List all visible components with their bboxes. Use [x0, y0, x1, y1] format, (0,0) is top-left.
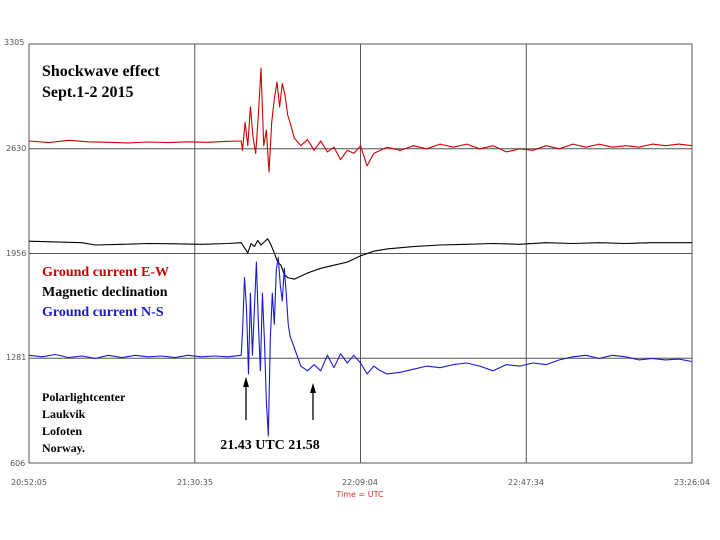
y-tick-label: 606 [10, 459, 25, 468]
series-line-ground-current-n-s [28, 256, 693, 437]
grid [29, 44, 692, 463]
location-line: Norway. [42, 441, 85, 455]
series-group [28, 67, 693, 437]
x-tick-label: 20:52:05 [11, 478, 47, 487]
legend-entry-declination: Magnetic declination [42, 285, 168, 300]
y-tick-label: 1281 [6, 353, 26, 362]
location-line: Lofoten [42, 424, 82, 438]
chart-subtitle: Sept.1-2 2015 [42, 84, 134, 101]
x-axis-title: Time = UTC [335, 490, 384, 499]
y-tick-label: 3305 [4, 38, 24, 47]
y-tick-label: 1956 [6, 249, 26, 258]
y-tick-label: 2630 [6, 144, 26, 153]
arrow-left [243, 377, 249, 420]
location-line: Polarlightcenter [42, 390, 126, 404]
series-line-ground-current-e-w [28, 67, 693, 173]
x-tick-label: 23:26:04 [674, 478, 710, 487]
event-times-label: 21.43 UTC 21.58 [220, 438, 320, 453]
legend-entry-ew: Ground current E-W [42, 265, 169, 280]
legend-entry-ns: Ground current N-S [42, 305, 164, 320]
x-tick-label: 21:30:35 [177, 478, 213, 487]
x-tick-label: 22:09:04 [342, 478, 378, 487]
arrow-right [310, 383, 316, 420]
chart-title: Shockwave effect [42, 63, 160, 80]
location-line: Laukvik [42, 407, 86, 421]
x-tick-label: 22:47:34 [508, 478, 544, 487]
